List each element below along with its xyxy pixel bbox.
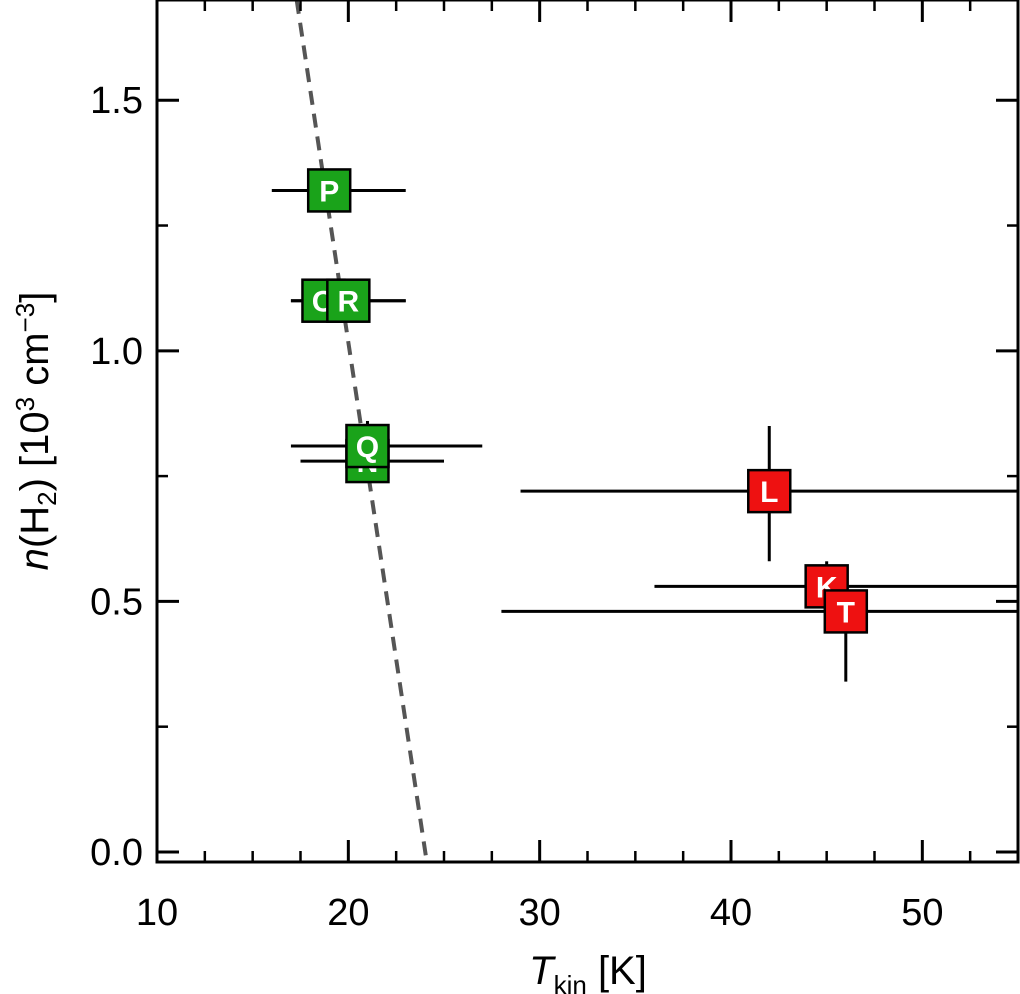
point-marker bbox=[326, 278, 371, 323]
y-tick-label: 1.0 bbox=[90, 331, 143, 373]
y-tick-label: 0.0 bbox=[90, 832, 143, 874]
data-markers: PORNQLKT bbox=[301, 168, 869, 634]
plot-frame bbox=[155, 0, 1020, 864]
x-tick-label: 30 bbox=[519, 892, 561, 934]
point-label: Q bbox=[356, 431, 379, 464]
trend-line bbox=[294, 0, 429, 863]
axis-ticks bbox=[155, 0, 1020, 862]
y-axis-title: n(H2) [103 cm−3] bbox=[10, 292, 62, 571]
tick-labels: 10 20 30 40 50 0.0 0.5 1.0 1.5 bbox=[90, 80, 943, 934]
x-tick-label: 40 bbox=[710, 892, 752, 934]
point-label: P bbox=[319, 175, 339, 208]
y-tick-label: 0.5 bbox=[90, 581, 143, 623]
trend-layer bbox=[294, 0, 429, 863]
point-T: T bbox=[823, 589, 869, 634]
x-axis-title: Tkin [K] bbox=[529, 949, 647, 994]
point-Q: Q bbox=[345, 423, 390, 469]
point-label: T bbox=[837, 596, 855, 629]
point-label: R bbox=[337, 286, 359, 319]
point-marker bbox=[823, 589, 869, 634]
point-marker bbox=[345, 423, 390, 469]
point-label: L bbox=[760, 476, 778, 509]
point-L: L bbox=[747, 468, 792, 514]
y-tick-label: 1.5 bbox=[90, 80, 143, 122]
point-P: P bbox=[306, 168, 352, 213]
point-marker bbox=[306, 168, 352, 213]
point-marker bbox=[747, 468, 792, 514]
x-tick-label: 50 bbox=[901, 892, 943, 934]
point-R: R bbox=[326, 278, 371, 323]
x-tick-label: 10 bbox=[136, 892, 178, 934]
x-tick-label: 20 bbox=[327, 892, 369, 934]
